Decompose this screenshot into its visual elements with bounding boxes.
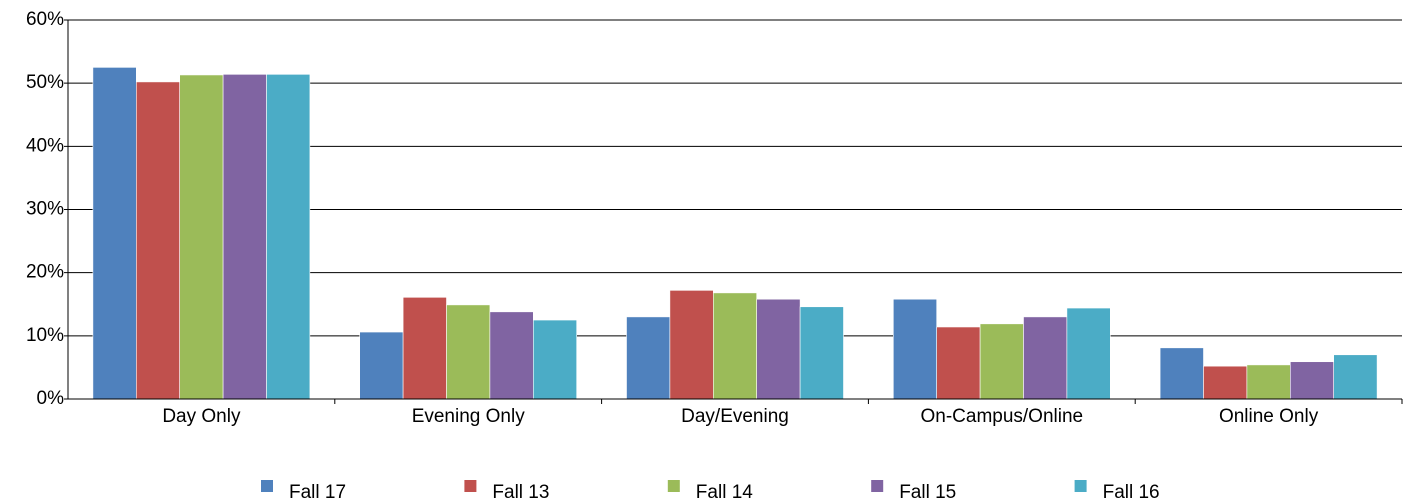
x-tick-label: Online Only xyxy=(1219,406,1319,427)
x-tick-label: Day Only xyxy=(162,406,241,427)
bar xyxy=(1290,361,1335,400)
legend-label: Fall 13 xyxy=(492,482,549,503)
bar xyxy=(712,292,757,400)
y-tick-label: 50% xyxy=(26,72,64,93)
y-tick-label: 40% xyxy=(26,135,64,156)
bar xyxy=(532,319,577,400)
y-tick-label: 20% xyxy=(26,262,64,283)
x-tick-label: Day/Evening xyxy=(681,406,789,427)
bar xyxy=(1159,347,1204,400)
bar xyxy=(626,316,671,400)
legend-swatch xyxy=(1074,480,1087,492)
bar xyxy=(756,298,801,400)
bar xyxy=(1066,307,1111,400)
bar xyxy=(179,74,224,400)
bar xyxy=(489,311,534,400)
bar xyxy=(402,297,447,400)
legend-label: Fall 16 xyxy=(1103,482,1160,503)
bar xyxy=(799,306,844,400)
legend-swatch xyxy=(667,480,680,492)
y-tick-label: 10% xyxy=(26,325,64,346)
bar xyxy=(266,74,311,400)
y-tick-label: 30% xyxy=(26,199,64,220)
bar xyxy=(1246,364,1291,400)
bar xyxy=(669,290,714,400)
bar xyxy=(892,298,937,400)
bar xyxy=(222,74,267,400)
bar xyxy=(92,67,137,400)
x-tick-label: On-Campus/Online xyxy=(920,406,1083,427)
legend-label: Fall 15 xyxy=(899,482,956,503)
y-tick-label: 0% xyxy=(37,388,65,409)
legend-swatch xyxy=(261,480,273,492)
x-tick-label: Evening Only xyxy=(412,406,526,427)
bar xyxy=(359,331,404,400)
legend-label: Fall 14 xyxy=(696,482,753,503)
y-tick-label: 60% xyxy=(26,9,64,30)
bar xyxy=(446,304,491,400)
bar xyxy=(1023,316,1068,400)
legend-swatch xyxy=(871,480,884,492)
bar xyxy=(1333,354,1378,400)
bar xyxy=(936,326,981,400)
bar xyxy=(979,323,1024,400)
legend-label: Fall 17 xyxy=(289,482,346,503)
bar xyxy=(136,81,181,400)
legend-swatch xyxy=(464,480,477,492)
bar xyxy=(1203,365,1248,400)
